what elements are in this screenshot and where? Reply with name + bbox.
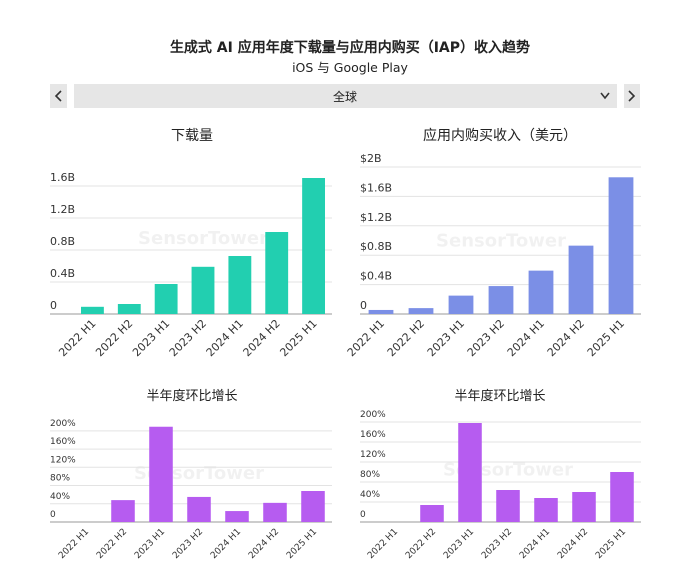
x-tick-label: 2024 H1 [204, 317, 246, 359]
y-tick-label: 40% [50, 492, 70, 502]
x-tick-label: 2025 H1 [585, 317, 627, 359]
y-tick-label: 0 [50, 299, 57, 312]
x-tick-label: 2023 H2 [171, 527, 205, 561]
x-tick-label: 2024 H2 [545, 317, 587, 359]
y-tick-label: 160% [360, 430, 386, 440]
bar [154, 284, 178, 314]
chart-title: 半年度环比增长 [146, 388, 237, 404]
bar [448, 295, 474, 314]
page-title: 生成式 AI 应用年度下载量与应用内购买（IAP）收入趋势 [170, 39, 530, 56]
watermark: SensorTower [138, 228, 268, 249]
x-tick-label: 2024 H1 [518, 527, 552, 561]
chart-title: 下载量 [171, 128, 213, 144]
bar [301, 491, 325, 522]
x-tick-label: 2023 H2 [167, 317, 209, 359]
bar [488, 286, 514, 314]
bar [149, 426, 173, 522]
y-tick-label: 0.8B [50, 235, 75, 248]
x-tick-label: 2025 H1 [285, 527, 319, 561]
chart-title: 应用内购买收入（美元） [423, 127, 577, 144]
bar [458, 423, 482, 522]
bar [225, 511, 249, 522]
x-tick-label: 2024 H2 [556, 527, 590, 561]
x-tick-label: 2022 H2 [93, 317, 135, 359]
bar [302, 178, 325, 314]
y-tick-label: 0.4B [50, 267, 75, 280]
bar [534, 498, 558, 522]
bar [572, 492, 596, 522]
y-tick-label: 200% [360, 410, 386, 420]
x-tick-label: 2022 H1 [56, 317, 98, 359]
x-tick-label: 2024 H2 [247, 527, 281, 561]
x-tick-label: 2023 H1 [425, 317, 467, 359]
bar [111, 500, 135, 522]
y-tick-label: 40% [360, 490, 380, 500]
y-tick-label: 120% [360, 450, 386, 460]
bar [117, 304, 141, 314]
y-tick-label: 0 [360, 510, 366, 520]
region-selector[interactable]: 全球 [50, 84, 640, 108]
y-tick-label: 0 [50, 510, 56, 520]
bar [263, 502, 287, 522]
x-tick-label: 2024 H2 [241, 317, 283, 359]
chart-title: 半年度环比增长 [454, 388, 545, 404]
x-tick-label: 2022 H1 [366, 527, 400, 561]
y-tick-label: 80% [360, 470, 380, 480]
x-tick-label: 2023 H1 [133, 527, 167, 561]
bar [265, 232, 289, 314]
bar [568, 245, 594, 314]
y-tick-label: 120% [50, 455, 76, 465]
bar [191, 266, 215, 314]
next-icon [628, 90, 636, 102]
y-tick-label: $1.6B [360, 181, 392, 194]
bar [528, 270, 554, 314]
y-tick-label: $2B [360, 152, 382, 165]
bar [610, 472, 634, 522]
bar [187, 496, 211, 522]
bar [81, 306, 104, 314]
y-tick-label: 1.6B [50, 171, 75, 184]
y-tick-label: $0.8B [360, 240, 392, 253]
y-tick-label: $0.4B [360, 270, 392, 283]
x-tick-label: 2022 H2 [95, 527, 129, 561]
y-tick-label: 160% [50, 437, 76, 447]
bar [608, 177, 634, 314]
region-label: 全球 [333, 89, 357, 104]
bar [420, 505, 444, 522]
watermark: SensorTower [436, 231, 566, 252]
x-tick-label: 2025 H1 [594, 527, 628, 561]
x-tick-label: 2022 H1 [57, 527, 91, 561]
region-dropdown[interactable] [74, 84, 617, 108]
x-tick-label: 2022 H2 [404, 527, 438, 561]
x-tick-label: 2023 H2 [480, 527, 514, 561]
dropdown-icon [600, 92, 610, 100]
y-tick-label: 200% [50, 419, 76, 429]
y-tick-label: 80% [50, 474, 70, 484]
y-tick-label: $1.2B [360, 211, 392, 224]
x-tick-label: 2022 H2 [385, 317, 427, 359]
x-tick-label: 2023 H1 [130, 317, 172, 359]
bar [408, 308, 434, 314]
x-tick-label: 2024 H1 [505, 317, 547, 359]
y-tick-label: 0 [360, 299, 367, 312]
x-tick-label: 2022 H1 [345, 317, 387, 359]
bar [496, 490, 520, 522]
next-button[interactable] [624, 84, 640, 108]
bar [228, 256, 252, 314]
x-tick-label: 2025 H1 [277, 317, 319, 359]
x-tick-label: 2024 H1 [209, 527, 243, 561]
x-tick-label: 2023 H1 [442, 527, 476, 561]
x-tick-label: 2023 H2 [465, 317, 507, 359]
prev-button[interactable] [50, 84, 67, 108]
prev-icon [54, 90, 62, 102]
page-subtitle: iOS 与 Google Play [292, 60, 408, 75]
bar [368, 309, 394, 314]
y-tick-label: 1.2B [50, 203, 75, 216]
